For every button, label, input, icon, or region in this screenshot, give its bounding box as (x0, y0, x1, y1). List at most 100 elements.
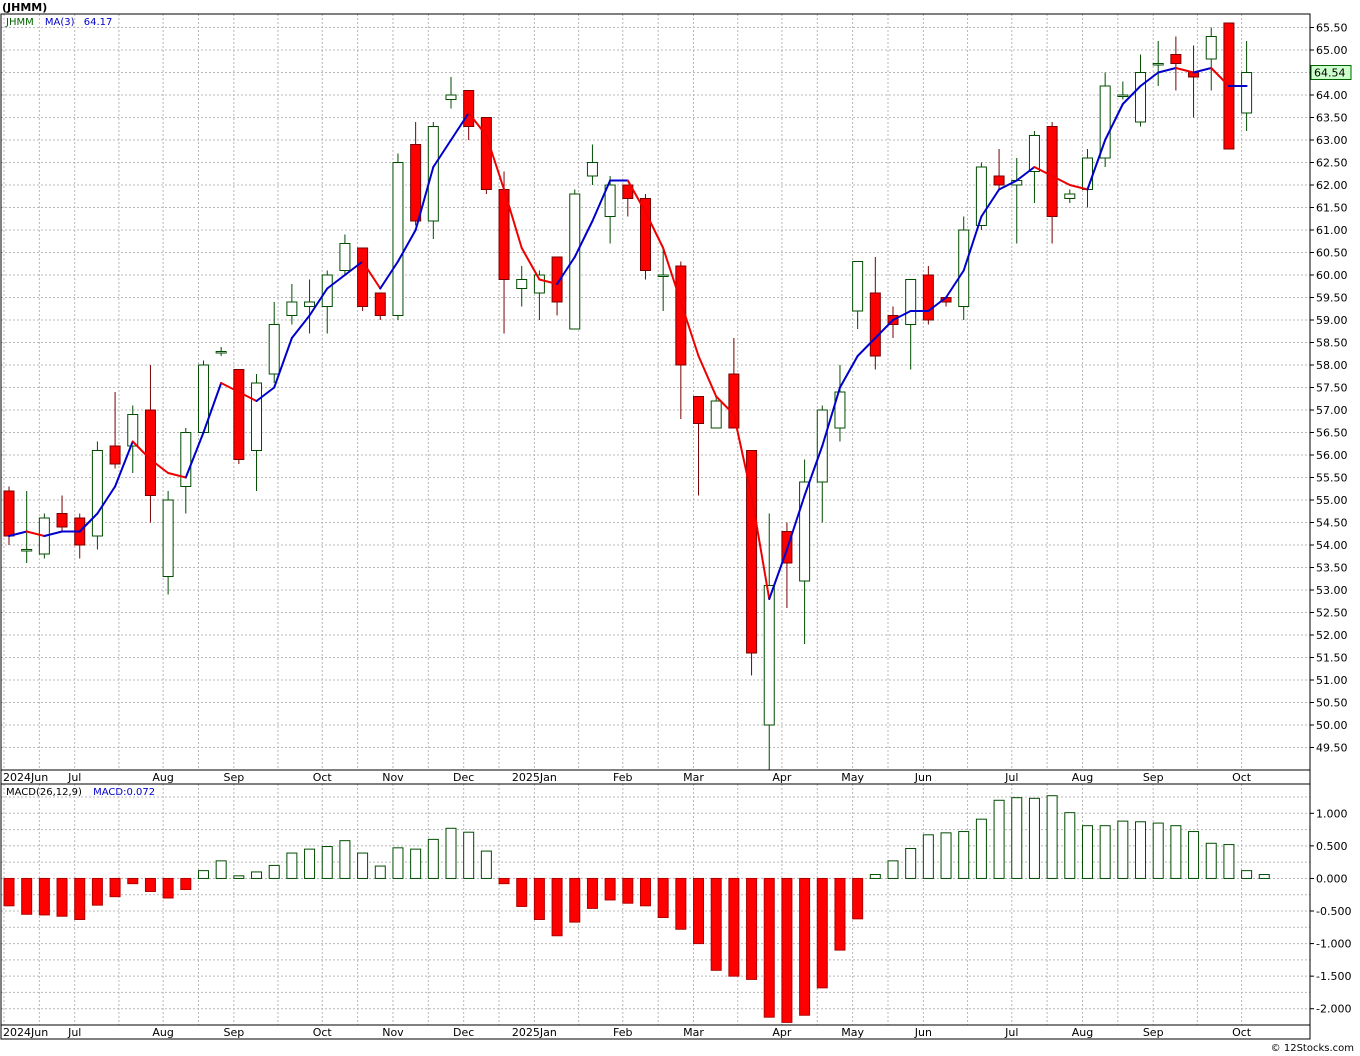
legend-ma-value: 64.17 (84, 17, 113, 28)
price-y-tick-label: 49.50 (1316, 742, 1348, 755)
candle-body (852, 261, 864, 312)
ma3-segment (8, 530, 28, 537)
macd-bar (1081, 825, 1093, 879)
price-y-tick-label: 59.50 (1316, 292, 1348, 305)
macd-bar (1152, 822, 1164, 879)
ma3-segment (1051, 175, 1071, 186)
ma3-segment (220, 382, 240, 393)
candle-body (869, 292, 881, 357)
candle-body (746, 450, 758, 654)
candle-body (1028, 135, 1040, 172)
candle-body (975, 166, 987, 226)
ma3-segment (255, 386, 276, 402)
candle-body (392, 162, 404, 316)
candle (427, 122, 439, 239)
ma3-segment (520, 247, 541, 281)
macd-x-tick-label: Sep (1143, 1026, 1164, 1039)
price-y-tick-label: 55.50 (1316, 472, 1348, 485)
candle-body (215, 351, 227, 354)
macd-y-tick-label: -2.000 (1316, 1003, 1351, 1016)
candle-body (710, 400, 722, 429)
price-y-tick-label: 53.00 (1316, 584, 1348, 597)
price-x-tick-label: Oct (313, 771, 333, 784)
candle-body (1205, 36, 1217, 60)
price-y-tick-label: 51.50 (1316, 652, 1348, 665)
candle-body (551, 256, 563, 303)
ma3-segment (892, 310, 912, 321)
macd-bar (1188, 831, 1200, 879)
macd-bar (286, 852, 298, 879)
macd-bar (1241, 870, 1253, 879)
candle-body (763, 585, 775, 726)
candle (1152, 41, 1164, 86)
macd-bar (233, 875, 245, 879)
ma3-segment (768, 548, 788, 600)
candle (763, 513, 775, 770)
price-y-axis: 49.50 50.00 50.50 51.00 51.50 52.00 52.50 53.00… (1310, 22, 1348, 755)
ma3-segment (414, 166, 435, 231)
macd-bar (693, 877, 705, 945)
candle-body (834, 391, 846, 429)
macd-bar (975, 818, 987, 879)
macd-bar (1205, 842, 1217, 879)
price-y-tick-label: 54.00 (1316, 539, 1348, 552)
ma3-segment (679, 301, 700, 357)
macd-bar (905, 847, 917, 879)
candle-body (21, 549, 33, 552)
candle (56, 495, 68, 532)
macd-bar (551, 877, 563, 937)
candle (1064, 189, 1076, 203)
price-x-axis: 2024Jun Jul Aug Sep Oct Nov Dec 2025Jan Feb Mar Ap… (0, 769, 1311, 785)
macd-bar (304, 848, 316, 879)
candle-body (3, 490, 15, 537)
ma3-segment (467, 112, 488, 137)
macd-bar (1028, 797, 1040, 879)
svg-text:JHMM MA(3) 64.17: JHMM MA(3) 64.17 (5, 17, 112, 28)
macd-bar (127, 877, 139, 885)
price-x-tick-label: Jul (67, 771, 81, 784)
macd-bar (1011, 797, 1023, 879)
ma3-segment (96, 485, 117, 515)
price-y-tick-label: 61.50 (1316, 202, 1348, 215)
ma3-segment (803, 445, 824, 497)
candle-body (463, 90, 475, 127)
macd-bar (1223, 844, 1235, 879)
price-y-tick-label: 57.50 (1316, 382, 1348, 395)
macd-x-tick-label: Jun (914, 1026, 932, 1039)
price-x-tick-label: Sep (223, 771, 244, 784)
candle-body (516, 279, 528, 289)
macd-bar (586, 877, 598, 909)
candle-body (56, 513, 68, 528)
candle (233, 369, 245, 464)
chart-title: (JHMM) (2, 1, 47, 14)
candle (975, 162, 987, 230)
ma3-segment (237, 391, 258, 402)
ma3-segment (361, 260, 382, 290)
macd-bar (357, 852, 369, 879)
ma3-segment (626, 179, 647, 213)
candle (357, 247, 369, 311)
price-y-tick-label: 53.50 (1316, 562, 1348, 575)
price-y-tick-label: 62.50 (1316, 157, 1348, 170)
candle-body (604, 184, 616, 217)
candle (1170, 36, 1182, 91)
ma3-segment (78, 512, 99, 533)
candle (374, 292, 386, 320)
macd-x-tick-label: Sep (223, 1026, 244, 1039)
legend-symbol: JHMM (5, 17, 34, 28)
candle (91, 441, 103, 550)
price-y-tick-label: 50.50 (1316, 697, 1348, 710)
candle (1117, 81, 1129, 100)
candle-body (251, 382, 263, 451)
macd-bar (445, 827, 457, 879)
candle (21, 491, 33, 563)
price-y-tick-label: 65.00 (1316, 44, 1348, 57)
candle (586, 144, 598, 185)
macd-x-tick-label: Apr (772, 1026, 792, 1039)
candle (604, 176, 616, 244)
candle (622, 184, 634, 217)
price-y-tick-label: 55.00 (1316, 494, 1348, 507)
candle (639, 194, 651, 280)
ma3-segment (856, 337, 877, 357)
